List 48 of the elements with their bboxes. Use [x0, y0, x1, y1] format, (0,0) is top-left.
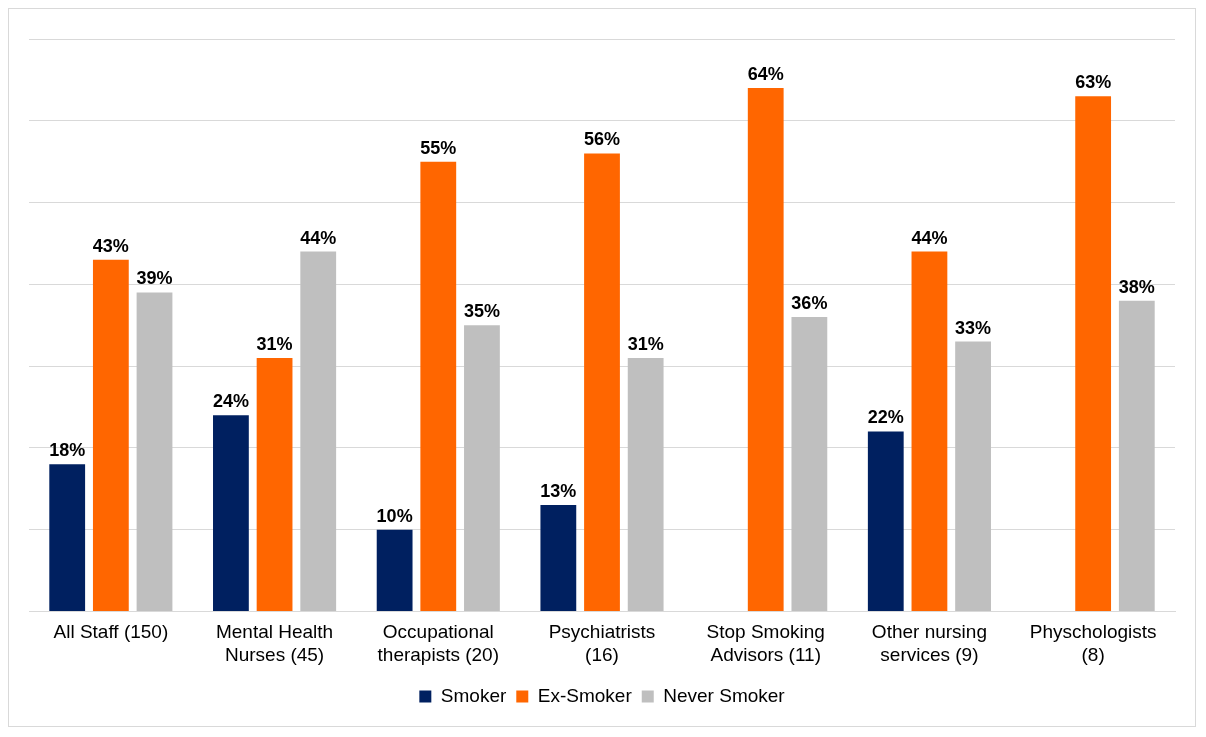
legend-label: Ex-Smoker: [537, 684, 633, 706]
bar: [136, 292, 173, 611]
bar: [584, 153, 620, 611]
bar: [1118, 300, 1155, 611]
data-label: 44%: [911, 227, 948, 248]
data-label: 18%: [49, 440, 86, 461]
bar: [955, 341, 991, 611]
data-label: 55%: [420, 137, 457, 158]
bar: [420, 161, 457, 611]
data-label: 64%: [747, 64, 784, 85]
x-tick-label: All Staff (150): [53, 621, 169, 643]
x-tick-label: Psychiatrists (16): [548, 621, 656, 665]
x-tick-label: Occupational therapists (20): [377, 621, 500, 665]
data-label: 56%: [583, 129, 621, 150]
data-label: 35%: [463, 301, 500, 322]
data-label: 22%: [867, 407, 904, 428]
data-label: 38%: [1118, 276, 1155, 297]
legend-label: Never Smoker: [663, 684, 786, 706]
legend-label: Smoker: [440, 684, 507, 706]
data-label: 33%: [955, 317, 992, 338]
data-label: 39%: [136, 268, 173, 289]
data-label: 10%: [376, 505, 413, 526]
bar: [256, 357, 293, 611]
bar: [300, 251, 337, 611]
bar: [911, 251, 948, 611]
data-label: 31%: [256, 333, 293, 354]
x-tick-label: Other nursing services (9): [871, 621, 987, 665]
bar: [791, 317, 828, 611]
data-label: 43%: [92, 235, 129, 256]
bar: [376, 529, 413, 611]
data-label: 44%: [300, 227, 337, 248]
bar: [92, 259, 129, 611]
data-label: 31%: [627, 333, 664, 354]
bar: [627, 357, 664, 611]
data-label: 36%: [791, 292, 828, 313]
bar: [1075, 96, 1112, 611]
bar: [49, 464, 86, 611]
data-label: 13%: [540, 481, 577, 502]
bar: [540, 505, 577, 611]
bar: [464, 325, 500, 611]
x-tick-label: Mental Health Nurses (45): [215, 621, 334, 665]
x-tick-label: Physchologists (8): [1029, 621, 1157, 665]
bar: [867, 431, 904, 611]
x-tick-label: Stop Smoking Advisors (11): [706, 621, 825, 665]
bar: [747, 88, 784, 611]
bar: [213, 415, 249, 611]
data-label: 24%: [212, 391, 249, 412]
data-label: 63%: [1075, 72, 1112, 93]
